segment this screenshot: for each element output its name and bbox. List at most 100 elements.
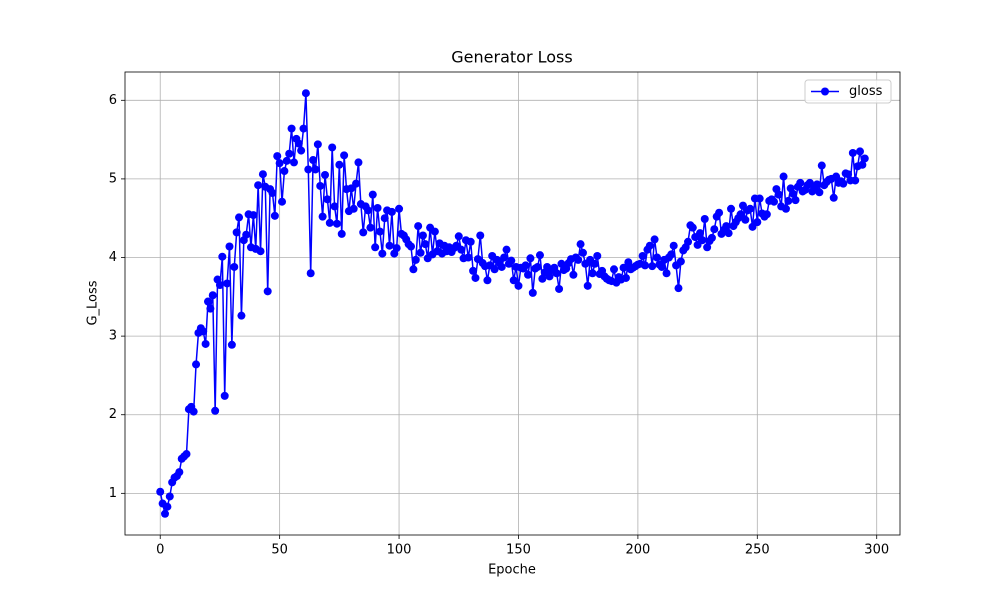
data-point <box>208 291 217 300</box>
data-point <box>650 235 659 244</box>
data-point <box>294 139 303 148</box>
chart-title: Generator Loss <box>451 48 572 67</box>
data-point <box>220 391 229 400</box>
data-point <box>703 243 712 252</box>
data-point <box>318 212 327 221</box>
data-point <box>638 251 647 260</box>
data-point <box>454 232 463 241</box>
legend: gloss <box>804 79 892 104</box>
data-point <box>203 297 212 306</box>
data-point <box>619 263 628 272</box>
data-point <box>163 502 172 511</box>
x-tick-label: 300 <box>864 543 889 558</box>
data-point <box>301 89 310 98</box>
data-point <box>218 252 227 261</box>
data-point <box>249 211 258 220</box>
data-point <box>215 281 224 290</box>
data-point <box>583 281 592 290</box>
data-point <box>695 229 704 238</box>
data-point <box>464 253 473 262</box>
data-point <box>669 241 678 250</box>
data-point <box>574 255 583 264</box>
data-point <box>593 251 602 260</box>
data-point <box>227 340 236 349</box>
data-point <box>335 160 344 169</box>
y-axis-label: G_Loss <box>86 280 101 325</box>
data-point <box>409 265 418 274</box>
data-point <box>762 210 771 219</box>
data-point <box>588 269 597 278</box>
data-point <box>817 161 826 170</box>
data-point <box>657 262 666 271</box>
data-point <box>507 256 516 265</box>
data-point <box>641 261 650 270</box>
data-point <box>242 230 251 239</box>
data-point <box>667 250 676 259</box>
data-point <box>387 207 396 216</box>
data-point <box>722 222 731 231</box>
x-tick-label: 50 <box>271 543 288 558</box>
data-point <box>707 233 716 242</box>
data-point <box>313 140 322 149</box>
legend-marker <box>821 87 829 96</box>
data-point <box>844 170 853 179</box>
data-point <box>368 190 377 199</box>
x-tick-label: 250 <box>745 543 770 558</box>
data-point <box>533 262 542 271</box>
data-point <box>688 223 697 232</box>
x-tick-label: 0 <box>156 543 164 558</box>
data-point <box>201 339 210 348</box>
data-point <box>161 509 170 518</box>
data-point <box>466 237 475 246</box>
data-point <box>304 165 313 174</box>
data-point <box>299 124 308 133</box>
data-point <box>287 124 296 133</box>
data-point <box>502 245 511 254</box>
data-point <box>700 214 709 223</box>
data-point <box>268 189 277 198</box>
data-point <box>211 406 220 415</box>
data-point <box>815 188 824 197</box>
data-point <box>538 274 547 283</box>
x-axis-label: Epoche <box>488 563 536 578</box>
data-point <box>457 245 466 254</box>
data-point <box>483 276 492 285</box>
data-point <box>676 257 685 266</box>
legend-box <box>804 79 892 104</box>
data-point <box>278 197 287 206</box>
y-tick-label: 4 <box>109 250 117 265</box>
y-tick-label: 3 <box>109 329 117 344</box>
data-point <box>199 327 208 336</box>
y-tick-label: 5 <box>109 171 117 186</box>
data-point <box>275 159 284 168</box>
data-point <box>576 240 585 249</box>
data-point <box>349 204 358 213</box>
data-point <box>789 189 798 198</box>
data-point <box>860 154 869 163</box>
data-point <box>309 156 318 165</box>
data-point <box>289 158 298 167</box>
data-point <box>784 196 793 205</box>
data-point <box>674 284 683 293</box>
y-tick-label: 1 <box>109 486 117 501</box>
data-point <box>645 241 654 250</box>
data-point <box>414 222 423 231</box>
data-point <box>521 261 530 270</box>
data-point <box>528 288 537 297</box>
data-point <box>340 151 349 160</box>
data-point <box>490 265 499 274</box>
y-tick-label: 2 <box>109 407 117 422</box>
x-tick-label: 100 <box>387 543 412 558</box>
data-point <box>297 146 306 155</box>
data-point <box>684 237 693 246</box>
data-point <box>497 262 506 271</box>
data-point <box>770 197 779 206</box>
data-point <box>829 193 838 202</box>
data-point <box>578 248 587 257</box>
data-point <box>569 270 578 279</box>
data-point <box>509 276 518 285</box>
data-point <box>421 240 430 249</box>
data-point <box>232 228 241 237</box>
data-point <box>416 248 425 257</box>
